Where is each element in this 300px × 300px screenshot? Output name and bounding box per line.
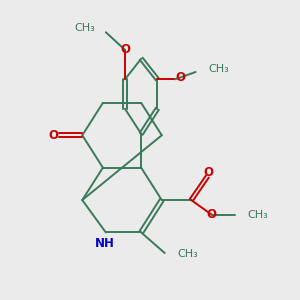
Text: NH: NH: [94, 237, 114, 250]
Text: O: O: [48, 129, 59, 142]
Text: CH₃: CH₃: [248, 210, 268, 220]
Text: CH₃: CH₃: [208, 64, 229, 74]
Text: O: O: [175, 71, 185, 84]
Text: CH₃: CH₃: [75, 23, 95, 33]
Text: O: O: [121, 44, 130, 56]
Text: CH₃: CH₃: [177, 249, 198, 259]
Text: O: O: [207, 208, 217, 221]
Text: O: O: [203, 166, 213, 178]
